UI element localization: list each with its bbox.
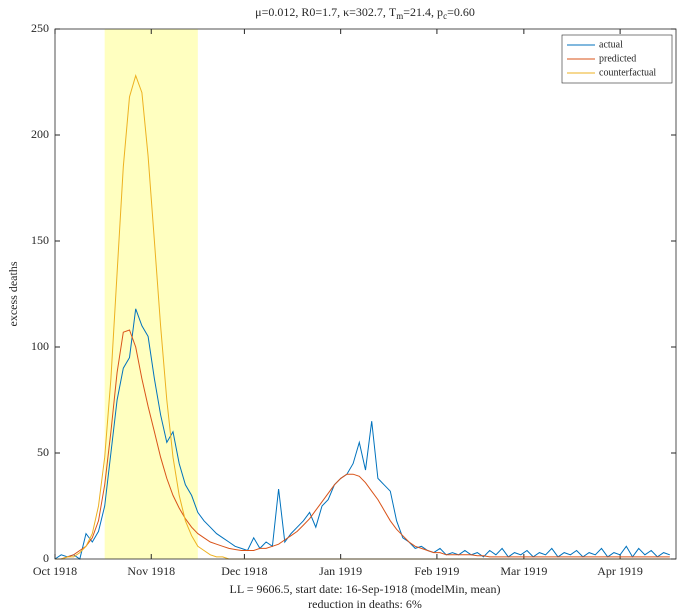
x-tick-label: Jan 1919	[319, 564, 362, 578]
line-predicted	[55, 329, 670, 560]
axes-box	[54, 28, 677, 560]
x-tick-label: Feb 1919	[414, 564, 459, 578]
x-tick-label: Apr 1919	[597, 564, 643, 578]
y-tick-label: 0	[43, 551, 49, 565]
x-tick-label: Mar 1919	[500, 564, 547, 578]
shaded-region	[104, 29, 198, 559]
y-tick-label: 250	[31, 21, 49, 35]
y-tick-label: 50	[37, 445, 49, 459]
title-part: μ=0.012, R0=1.7, κ=302.7, T	[255, 5, 397, 19]
legend: actual predicted counterfactual	[561, 34, 673, 84]
title-part: =0.60	[447, 5, 475, 19]
x-tick-label: Nov 1918	[127, 564, 175, 578]
title-part: =21.4, p	[403, 5, 443, 19]
x-axis-label: LL = 9606.5, start date: 16-Sep-1918 (mo…	[230, 582, 501, 596]
legend-box	[561, 34, 673, 84]
x-axis-label: reduction in deaths: 6%	[308, 597, 422, 611]
y-tick-label: 150	[31, 233, 49, 247]
title-subscript: c	[443, 11, 447, 21]
x-tick-label: Oct 1918	[33, 564, 77, 578]
legend-label: predicted	[599, 53, 636, 64]
y-tick-label: 200	[31, 127, 49, 141]
chart-title: μ=0.012, R0=1.7, κ=302.7, Tm=21.4, pc=0.…	[255, 5, 475, 21]
title-subscript: m	[396, 11, 403, 21]
x-tick-label: Dec 1918	[221, 564, 267, 578]
legend-label: counterfactual	[599, 67, 656, 78]
y-tick-label: 100	[31, 339, 49, 353]
line-actual	[54, 308, 670, 560]
legend-label: actual	[599, 39, 623, 50]
y-axis-label: excess deaths	[6, 261, 20, 326]
